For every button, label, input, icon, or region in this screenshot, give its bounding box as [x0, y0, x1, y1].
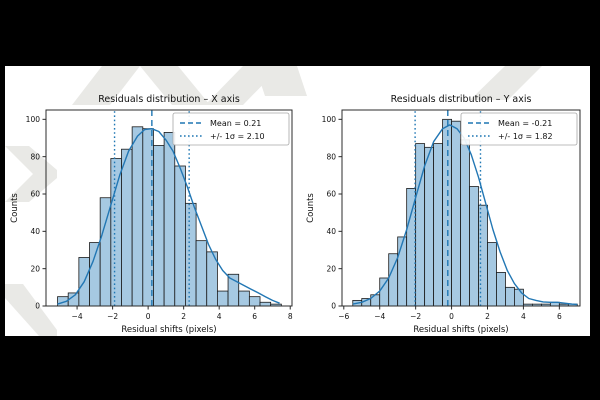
histogram-bar: [505, 286, 515, 307]
x-tick-label: 4: [521, 312, 526, 321]
histogram-bar: [460, 139, 470, 307]
histogram-bar: [121, 148, 133, 307]
y-tick-label: 20: [30, 264, 40, 273]
histogram-bar: [469, 186, 479, 307]
legend-label: +/- 1σ = 1.82: [498, 132, 553, 141]
histogram-bar: [89, 242, 101, 307]
y-axis-label: Counts: [306, 193, 316, 223]
legend-label: Mean = 0.21: [210, 119, 261, 128]
x-tick-label: 0: [146, 312, 151, 321]
x-tick-label: −2: [107, 312, 118, 321]
histogram-bar: [406, 188, 417, 307]
histogram-bar: [487, 242, 497, 307]
histogram-bar: [496, 271, 506, 307]
histogram-bar: [185, 202, 197, 307]
histogram-bar: [174, 165, 186, 307]
y-axis-label: Counts: [10, 193, 20, 223]
y-tick-label: 80: [326, 152, 336, 161]
y-tick-label: 0: [35, 302, 40, 311]
figure-area: −4 −2 0 2 4 6 8 0 20 40 60 80 100 Residuals distribut…: [5, 66, 590, 336]
y-tick-label: 40: [30, 227, 40, 236]
x-axis-label: Residual shifts (pixels): [413, 325, 508, 335]
x-tick-label: 0: [449, 312, 454, 321]
histogram-bar: [248, 296, 261, 307]
histogram-bar: [163, 132, 176, 307]
histogram-bar: [195, 240, 208, 307]
legend-box: [460, 112, 578, 146]
kde-curve: [352, 124, 578, 306]
histogram-bar: [379, 277, 390, 307]
y-tick-label: 20: [326, 264, 336, 273]
legend-label: +/- 1σ = 2.10: [210, 132, 265, 141]
x-tick-label: 6: [252, 312, 257, 321]
histogram-bar: [217, 290, 229, 307]
x-tick-label: 6: [557, 312, 562, 321]
legend-box: [172, 112, 290, 146]
y-tick-label: 100: [26, 115, 41, 124]
histogram-bar: [397, 236, 408, 307]
y-tick-label: 0: [331, 302, 336, 311]
histogram-bar: [433, 143, 443, 307]
x-tick-label: 2: [181, 312, 186, 321]
chart-title: Residuals distribution – Y axis: [391, 94, 532, 105]
y-tick-label: 80: [30, 152, 40, 161]
x-tick-label: 2: [485, 312, 490, 321]
histogram-bar: [131, 126, 144, 307]
x-tick-label: 8: [288, 312, 293, 321]
axes-box: [45, 109, 293, 307]
histogram-bar: [415, 143, 426, 307]
y-tick-label: 100: [322, 115, 337, 124]
histogram-bar: [110, 158, 122, 307]
histogram-bar: [424, 146, 435, 307]
x-tick-label: −4: [72, 312, 83, 321]
legend-label: Mean = -0.21: [498, 119, 552, 128]
histogram-bar: [227, 273, 240, 307]
histogram-bar: [153, 145, 165, 307]
histogram-bar: [99, 197, 112, 307]
histogram-bar: [451, 120, 461, 307]
y-tick-label: 60: [30, 190, 40, 199]
y-tick-label: 40: [326, 227, 336, 236]
histogram-bar: [442, 118, 452, 307]
x-tick-label: 4: [217, 312, 222, 321]
chart-title: Residuals distribution – X axis: [98, 94, 240, 105]
kde-curve: [57, 127, 280, 305]
x-tick-label: −4: [374, 312, 385, 321]
histogram-bar: [259, 301, 272, 307]
x-tick-label: −2: [410, 312, 421, 321]
axes-box: [341, 109, 581, 307]
x-axis-label: Residual shifts (pixels): [121, 325, 216, 335]
histogram-bar: [238, 290, 250, 307]
x-tick-label: −6: [338, 312, 349, 321]
y-tick-label: 60: [326, 190, 336, 199]
histogram-bar: [514, 288, 524, 307]
